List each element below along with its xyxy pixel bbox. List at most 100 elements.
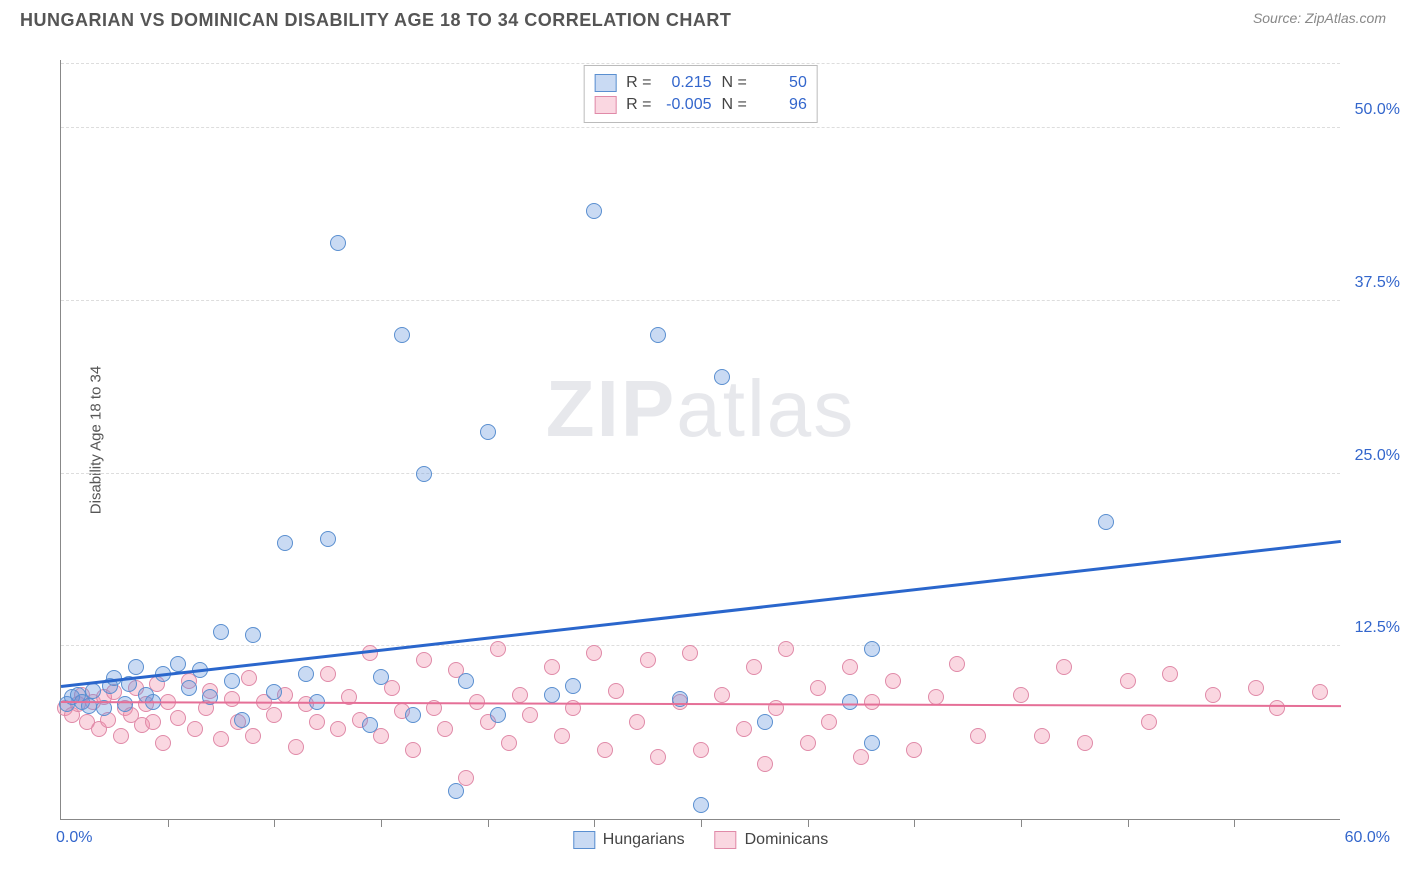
gridline <box>61 645 1340 646</box>
data-point-dominicans <box>853 749 869 765</box>
data-point-dominicans <box>113 728 129 744</box>
data-point-dominicans <box>416 652 432 668</box>
data-point-hungarians <box>170 656 186 672</box>
data-point-dominicans <box>1162 666 1178 682</box>
stats-legend: R = 0.215 N = 50 R = -0.005 N = 96 <box>583 65 818 123</box>
data-point-hungarians <box>277 535 293 551</box>
chart-source: Source: ZipAtlas.com <box>1253 10 1386 26</box>
data-point-dominicans <box>544 659 560 675</box>
data-point-hungarians <box>490 707 506 723</box>
data-point-dominicans <box>842 659 858 675</box>
chart-header: HUNGARIAN VS DOMINICAN DISABILITY AGE 18… <box>0 0 1406 31</box>
gridline <box>61 127 1340 128</box>
data-point-dominicans <box>640 652 656 668</box>
data-point-dominicans <box>1141 714 1157 730</box>
swatch-hungarians-bottom <box>573 831 595 849</box>
data-point-hungarians <box>405 707 421 723</box>
data-point-dominicans <box>629 714 645 730</box>
data-point-dominicans <box>608 683 624 699</box>
data-point-hungarians <box>330 235 346 251</box>
x-tick <box>274 819 275 827</box>
data-point-hungarians <box>362 717 378 733</box>
data-point-dominicans <box>885 673 901 689</box>
chart-area: Disability Age 18 to 34 ZIPatlas R = 0.2… <box>50 60 1370 820</box>
data-point-dominicans <box>170 710 186 726</box>
x-tick <box>168 819 169 827</box>
data-point-dominicans <box>757 756 773 772</box>
y-tick-label: 50.0% <box>1355 101 1400 119</box>
data-point-dominicans <box>1269 700 1285 716</box>
data-point-hungarians <box>266 684 282 700</box>
data-point-dominicans <box>682 645 698 661</box>
x-axis-max-label: 60.0% <box>1345 829 1390 847</box>
data-point-dominicans <box>554 728 570 744</box>
data-point-dominicans <box>155 735 171 751</box>
data-point-dominicans <box>288 739 304 755</box>
legend-item-hungarians: Hungarians <box>573 831 685 849</box>
data-point-dominicans <box>746 659 762 675</box>
data-point-hungarians <box>416 466 432 482</box>
data-point-hungarians <box>85 683 101 699</box>
data-point-hungarians <box>714 369 730 385</box>
x-tick <box>1234 819 1235 827</box>
data-point-dominicans <box>586 645 602 661</box>
x-tick <box>594 819 595 827</box>
data-point-dominicans <box>187 721 203 737</box>
data-point-dominicans <box>1248 680 1264 696</box>
data-point-dominicans <box>241 670 257 686</box>
x-tick <box>1021 819 1022 827</box>
x-tick <box>381 819 382 827</box>
data-point-dominicans <box>224 691 240 707</box>
data-point-dominicans <box>512 687 528 703</box>
data-point-dominicans <box>1034 728 1050 744</box>
swatch-dominicans-bottom <box>715 831 737 849</box>
data-point-hungarians <box>320 531 336 547</box>
data-point-dominicans <box>1056 659 1072 675</box>
swatch-dominicans <box>594 96 616 114</box>
data-point-hungarians <box>480 424 496 440</box>
stats-row-dominicans: R = -0.005 N = 96 <box>594 94 807 116</box>
data-point-dominicans <box>245 728 261 744</box>
data-point-dominicans <box>650 749 666 765</box>
gridline <box>61 473 1340 474</box>
data-point-dominicans <box>1120 673 1136 689</box>
data-point-hungarians <box>693 797 709 813</box>
data-point-dominicans <box>213 731 229 747</box>
gridline <box>61 300 1340 301</box>
data-point-dominicans <box>864 694 880 710</box>
data-point-hungarians <box>458 673 474 689</box>
data-point-hungarians <box>1098 514 1114 530</box>
data-point-dominicans <box>1312 684 1328 700</box>
data-point-dominicans <box>309 714 325 730</box>
chart-title: HUNGARIAN VS DOMINICAN DISABILITY AGE 18… <box>20 10 731 31</box>
x-tick <box>701 819 702 827</box>
swatch-hungarians <box>594 74 616 92</box>
x-tick <box>914 819 915 827</box>
data-point-dominicans <box>800 735 816 751</box>
data-point-hungarians <box>394 327 410 343</box>
data-point-hungarians <box>650 327 666 343</box>
data-point-hungarians <box>544 687 560 703</box>
data-point-dominicans <box>597 742 613 758</box>
data-point-dominicans <box>714 687 730 703</box>
data-point-hungarians <box>864 641 880 657</box>
stats-row-hungarians: R = 0.215 N = 50 <box>594 72 807 94</box>
x-axis-min-label: 0.0% <box>56 829 92 847</box>
data-point-dominicans <box>810 680 826 696</box>
data-point-dominicans <box>501 735 517 751</box>
y-tick-label: 25.0% <box>1355 447 1400 465</box>
data-point-hungarians <box>864 735 880 751</box>
trend-line-hungarians <box>61 540 1341 688</box>
data-point-dominicans <box>320 666 336 682</box>
data-point-dominicans <box>405 742 421 758</box>
data-point-hungarians <box>213 624 229 640</box>
data-point-dominicans <box>145 714 161 730</box>
data-point-hungarians <box>234 712 250 728</box>
data-point-hungarians <box>181 680 197 696</box>
y-tick-label: 37.5% <box>1355 274 1400 292</box>
data-point-hungarians <box>842 694 858 710</box>
data-point-hungarians <box>373 669 389 685</box>
data-point-dominicans <box>778 641 794 657</box>
data-point-hungarians <box>128 659 144 675</box>
x-tick <box>1128 819 1129 827</box>
